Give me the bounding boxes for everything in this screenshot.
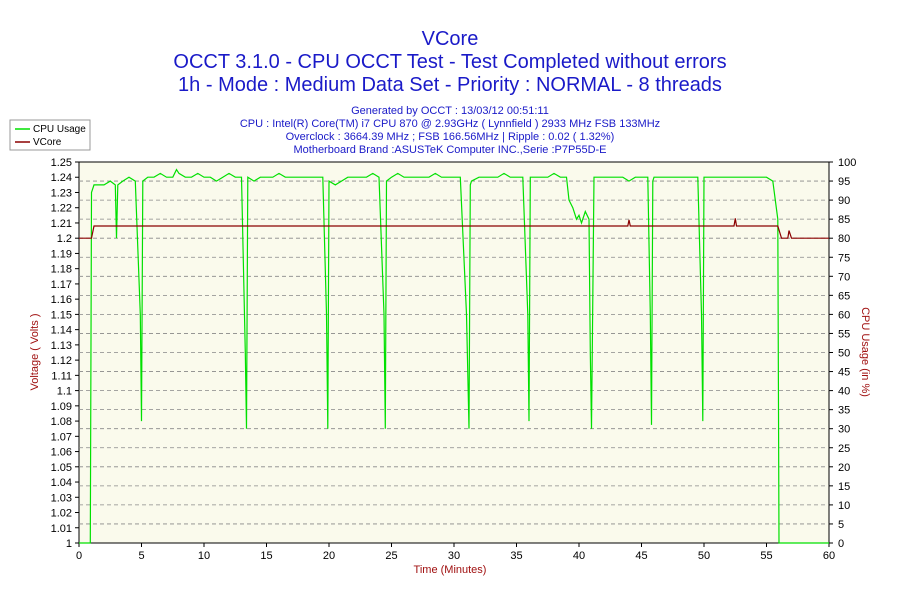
y2-tick-label: 35	[838, 405, 850, 417]
y-tick-label: 1.13	[51, 340, 72, 352]
chart-title: VCore	[422, 28, 479, 50]
x-tick-label: 40	[573, 550, 585, 562]
y2-tick-label: 95	[838, 176, 850, 188]
y2-tick-label: 25	[838, 443, 850, 455]
x-tick-label: 0	[76, 550, 82, 562]
legend: CPU Usage VCore	[9, 119, 91, 151]
y-tick-label: 1.02	[51, 508, 72, 520]
y2-tick-label: 0	[838, 538, 844, 550]
y2-tick-label: 70	[838, 271, 850, 283]
series-layer	[79, 168, 829, 544]
y-tick-label: 1.19	[51, 248, 72, 260]
y-tick-label: 1.07	[51, 431, 72, 443]
series-line-vcore	[79, 218, 829, 239]
chart-subtitle-2: 1h - Mode : Medium Data Set - Priority :…	[178, 74, 722, 96]
y-tick-label: 1.12	[51, 355, 72, 367]
y2-tick-label: 5	[838, 519, 844, 531]
y2-tick-label: 65	[838, 290, 850, 302]
info-cpu: CPU : Intel(R) Core(TM) i7 CPU 870 @ 2.9…	[240, 118, 660, 130]
y-tick-label: 1.14	[51, 325, 72, 337]
y-tick-label: 1.09	[51, 401, 72, 413]
y2-axis-ticks: 0 5 10 15 20 25 30 35 40 45 50 55 60 65 70 75 80 85 90 95 10…	[829, 157, 856, 550]
info-motherboard: Motherboard Brand :ASUSTeK Computer INC.…	[293, 144, 606, 156]
info-overclock: Overclock : 3664.39 MHz ; FSB 166.56MHz …	[286, 131, 615, 143]
x-tick-label: 55	[760, 550, 772, 562]
y2-tick-label: 15	[838, 481, 850, 493]
y-tick-label: 1.06	[51, 447, 72, 459]
y2-tick-label: 55	[838, 328, 850, 340]
y-axis-label: Voltage ( Volts )	[29, 313, 41, 390]
x-tick-label: 15	[260, 550, 272, 562]
y-tick-label: 1	[66, 538, 72, 550]
legend-box	[9, 119, 91, 151]
x-tick-label: 10	[198, 550, 210, 562]
y2-tick-label: 85	[838, 214, 850, 226]
x-tick-label: 5	[138, 550, 144, 562]
y2-tick-label: 50	[838, 348, 850, 360]
y2-tick-label: 100	[838, 157, 856, 169]
x-tick-label: 50	[698, 550, 710, 562]
y-tick-label: 1.23	[51, 187, 72, 199]
y2-tick-label: 20	[838, 462, 850, 474]
y-tick-label: 1.22	[51, 203, 72, 215]
y2-tick-label: 30	[838, 424, 850, 436]
y-tick-label: 1.11	[51, 370, 72, 382]
series-line-cpu-usage	[79, 168, 829, 544]
legend-label-cpu-usage: CPU Usage	[33, 124, 86, 135]
x-tick-label: 60	[823, 550, 835, 562]
y2-axis-label: CPU Usage (in %)	[859, 307, 871, 397]
y-tick-label: 1.25	[51, 157, 72, 169]
y-tick-label: 1.08	[51, 416, 72, 428]
y2-tick-label: 80	[838, 233, 850, 245]
chart-subtitle-1: OCCT 3.1.0 - CPU OCCT Test - Test Comple…	[173, 51, 726, 73]
y-tick-label: 1.16	[51, 294, 72, 306]
y-axis-ticks: 1 1.01 1.02 1.03 1.04 1.05 1.06 1.07 1.08 1.09 1.1…	[51, 157, 79, 550]
y2-tick-label: 10	[838, 500, 850, 512]
y2-tick-label: 60	[838, 309, 850, 321]
y2-tick-label: 45	[838, 367, 850, 379]
x-tick-label: 25	[385, 550, 397, 562]
y-tick-label: 1.17	[51, 279, 72, 291]
x-axis-label: Time (Minutes)	[414, 564, 487, 576]
y-tick-label: 1.03	[51, 492, 72, 504]
y-tick-label: 1.21	[51, 218, 72, 230]
x-tick-label: 20	[323, 550, 335, 562]
info-generated: Generated by OCCT : 13/03/12 00:51:11	[351, 105, 549, 117]
x-tick-label: 45	[635, 550, 647, 562]
y-tick-label: 1.2	[57, 233, 72, 245]
y2-tick-label: 75	[838, 252, 850, 264]
legend-label-vcore: VCore	[33, 137, 62, 148]
x-tick-label: 30	[448, 550, 460, 562]
y2-tick-label: 40	[838, 386, 850, 398]
y2-tick-label: 90	[838, 195, 850, 207]
y-tick-label: 1.15	[51, 309, 72, 321]
y-tick-label: 1.1	[57, 386, 72, 398]
y-tick-label: 1.01	[51, 523, 72, 535]
y-tick-label: 1.04	[51, 477, 72, 489]
x-tick-label: 35	[510, 550, 522, 562]
y-tick-label: 1.05	[51, 462, 72, 474]
y-tick-label: 1.24	[51, 172, 72, 184]
y-tick-label: 1.18	[51, 264, 72, 276]
x-axis-ticks: 0 5 10 15 20 25 30 35 40 45 50 55 60	[76, 543, 835, 562]
